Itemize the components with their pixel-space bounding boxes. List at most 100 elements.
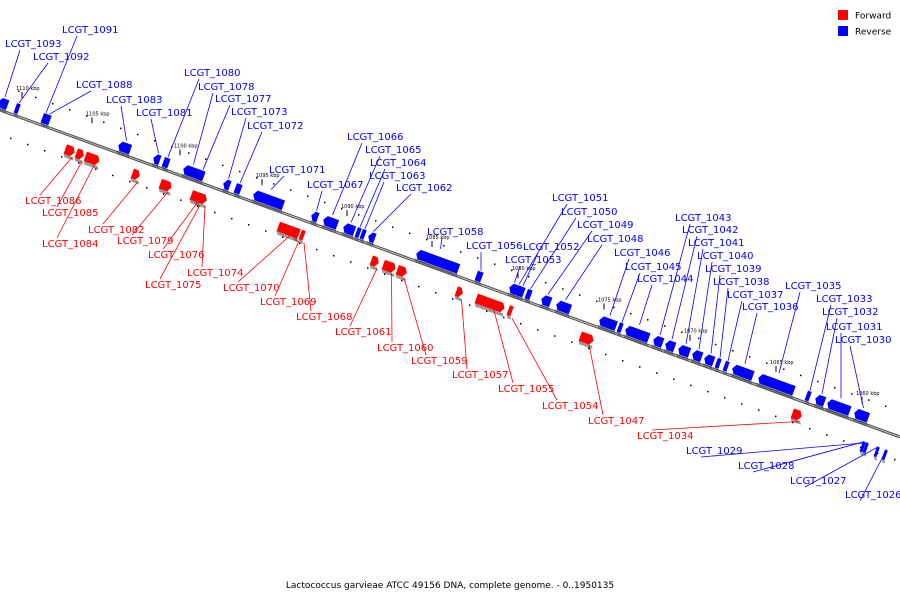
gene-leader-line [349,268,378,327]
gene-feature [309,211,320,227]
gene-label: LCGT_1061 [335,327,392,338]
gene-feature [161,156,171,172]
gene-label: LCGT_1044 [637,274,694,285]
gene-leader-line [518,203,568,285]
gene-leader-line [359,168,386,228]
gene-leader-line [391,272,393,343]
gene-label: LCGT_1071 [269,165,326,176]
gene-feature [341,223,357,240]
gene-leader-line [547,230,593,295]
gene-leader-line [201,206,206,268]
gene-leader-line [4,49,21,98]
gene-feature [196,169,206,185]
gene-label: LCGT_1069 [260,297,317,308]
gene-feature [702,354,716,370]
gene-label: LCGT_1062 [396,183,453,194]
gene-label: LCGT_1073 [231,107,288,118]
gene-label: LCGT_1026 [845,490,900,501]
gene-label: LCGT_1045 [625,262,682,273]
tick-label: 1085 kbp [426,235,450,241]
gene-feature [474,293,505,317]
gene-label: LCGT_1064 [370,158,427,169]
gene-feature [366,232,377,247]
gene-feature [197,193,207,209]
gene-leader-line [373,193,412,232]
gene-feature [616,322,624,337]
gene-feature [0,98,10,114]
gene-leader-line [131,191,169,236]
gene-label: LCGT_1047 [588,416,645,427]
gene-label: LCGT_1063 [369,171,426,182]
gene-label: LCGT_1036 [742,302,799,313]
gene-feature [663,340,677,356]
gene-feature [454,286,463,302]
gene-feature [730,364,755,385]
genome-caption: Lactococcus garvieae ATCC 49156 DNA, com… [286,581,614,591]
gene-label: LCGT_1078 [198,82,255,93]
gene-leader-line [440,237,443,249]
gene-feature [578,331,594,350]
gene-feature [524,288,533,304]
gene-label: LCGT_1050 [561,207,618,218]
gene-feature [395,264,407,282]
gene-label: LCGT_1048 [587,234,644,245]
gene-label: LCGT_1052 [523,242,580,253]
gene-label: LCGT_1067 [307,180,364,191]
gene-label: LCGT_1093 [5,39,62,50]
gene-label: LCGT_1084 [42,239,99,250]
gene-feature [825,399,852,420]
gene-leader-line [45,35,78,114]
gene-leader-line [659,223,691,336]
gene-label: LCGT_1027 [790,476,847,487]
gene-feature [151,154,162,169]
gene-leader-line [588,344,604,416]
tick-label: 1110 kbp [16,86,40,92]
gene-label: LCGT_1068 [296,312,353,323]
gene-leader-line [522,252,539,287]
gene-leader-line [56,164,95,239]
gene-feature [13,103,21,118]
gene-label: LCGT_1079 [117,236,174,247]
gene-feature [293,227,301,243]
gene-leader-line [511,318,558,401]
gene-leader-line [150,118,159,154]
gene-label: LCGT_1038 [713,277,770,288]
gene-feature [130,168,140,185]
gene-label: LCGT_1082 [88,225,145,236]
gene-feature [359,228,367,244]
gene-label: LCGT_1029 [686,446,743,457]
gene-feature [714,357,722,373]
gene-feature [676,345,692,362]
gene-leader-line [849,345,864,409]
gene-label: LCGT_1066 [347,132,404,143]
gene-label: LCGT_1055 [498,384,555,395]
gene-label: LCGT_1083 [106,95,163,106]
tick-label: 1095 kbp [256,173,280,179]
gene-feature [873,446,880,461]
gene-feature [414,249,461,278]
gene-feature [790,408,802,425]
gene-leader-line [461,299,468,370]
legend-forward-swatch [838,10,848,20]
gene-label: LCGT_1035 [785,281,842,292]
gene-leader-line [710,274,721,354]
gene-label: LCGT_1058 [427,227,484,238]
gene-feature [251,190,286,214]
gene-labels: LCGT_1093 LCGT_1092 LCGT_1091 LCGT_1088 LCGT… [4,25,900,502]
gene-label: LCGT_1077 [215,94,272,105]
gene-leader-line [364,181,385,230]
legend-reverse-label: Reverse [855,28,892,38]
gene-label: LCGT_1053 [505,255,562,266]
gene-leader-line [752,441,865,473]
gene-label: LCGT_1040 [697,251,754,262]
gene-label: LCGT_1037 [727,290,784,301]
gene-leader-line [303,242,312,312]
gene-leader-line [167,78,200,158]
gene-label: LCGT_1076 [148,250,205,261]
gene-label: LCGT_1060 [377,343,434,354]
gene-feature [116,141,133,158]
gene-feature [221,179,232,195]
tick-label: 1075 kbp [598,297,622,303]
gene-label: LCGT_1085 [42,208,99,219]
